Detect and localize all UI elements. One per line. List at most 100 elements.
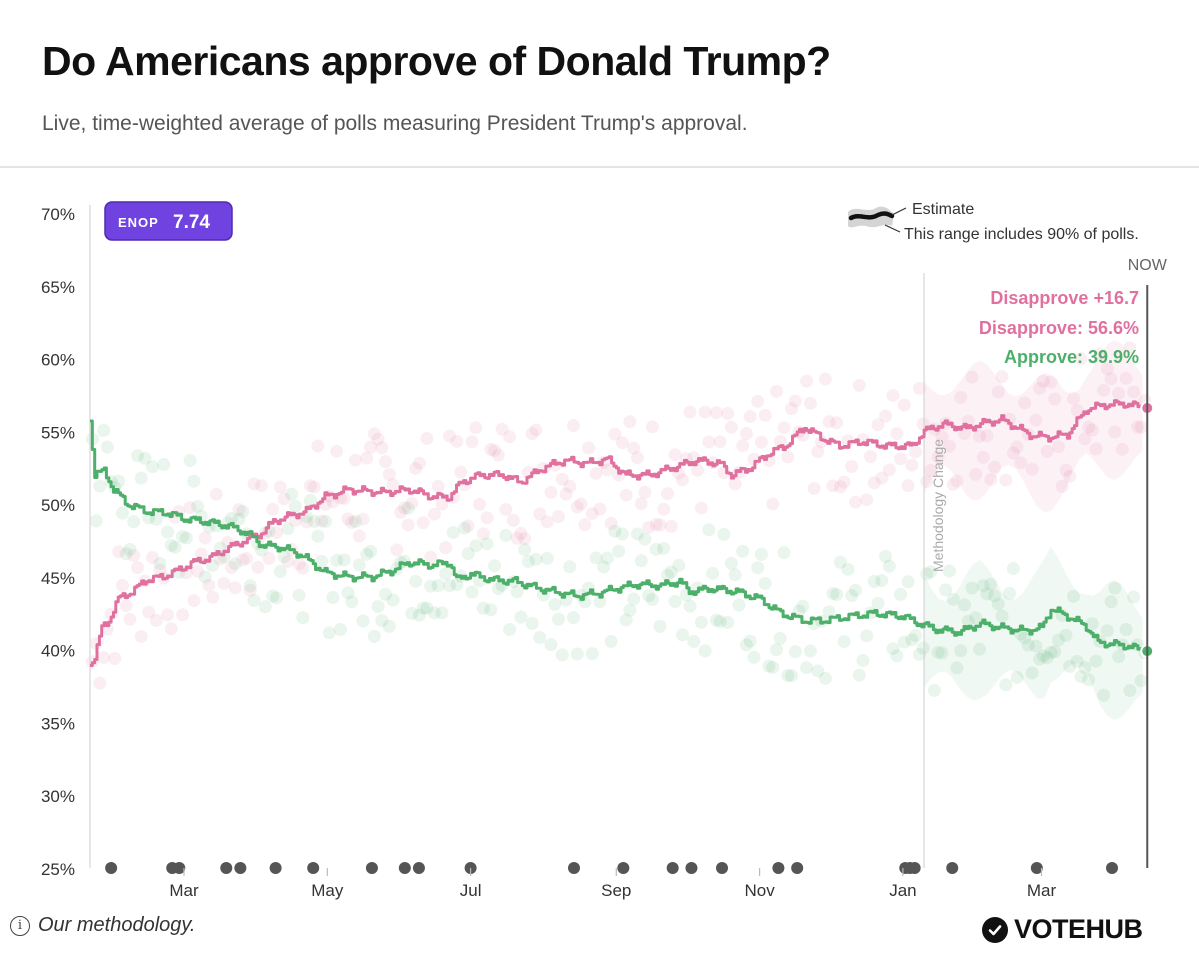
poll-dot (668, 448, 682, 462)
poll-dot (886, 642, 900, 656)
poll-dot (1066, 391, 1080, 405)
poll-dot (1048, 392, 1062, 406)
poll-dot (375, 614, 389, 628)
poll-dot (427, 507, 441, 521)
event-marker[interactable] (685, 862, 698, 874)
poll-dot (1108, 581, 1122, 595)
poll-dot (909, 629, 923, 643)
poll-dot (386, 478, 400, 492)
event-marker[interactable] (791, 862, 804, 874)
poll-dot (683, 599, 697, 613)
poll-dot (950, 661, 964, 675)
poll-dot (352, 558, 366, 572)
poll-dot (176, 530, 190, 544)
event-marker[interactable] (908, 862, 921, 874)
event-marker[interactable] (617, 862, 630, 874)
poll-dot (183, 501, 197, 515)
poll-dot (886, 388, 900, 402)
poll-dot (653, 518, 667, 532)
event-marker[interactable] (716, 862, 729, 874)
enop-value: 7.74 (173, 212, 210, 233)
poll-dot (130, 561, 144, 575)
event-marker[interactable] (1030, 862, 1043, 874)
poll-dot (134, 471, 148, 485)
poll-dot (957, 598, 971, 612)
poll-dot (965, 581, 979, 595)
event-marker[interactable] (946, 862, 959, 874)
poll-dot (307, 480, 321, 494)
event-marker[interactable] (220, 862, 233, 874)
poll-dot (315, 554, 329, 568)
poll-dot (980, 429, 994, 443)
y-tick-label: 25% (41, 860, 75, 879)
poll-dot (796, 599, 810, 613)
poll-dot (1040, 651, 1054, 665)
poll-dot (142, 605, 156, 619)
poll-dot (1112, 650, 1126, 664)
poll-dot (645, 593, 659, 607)
poll-dot (273, 480, 287, 494)
poll-dot (713, 615, 727, 629)
event-marker[interactable] (365, 862, 378, 874)
event-marker[interactable] (398, 862, 411, 874)
disapprove-line (90, 399, 1149, 667)
poll-dot (1021, 638, 1035, 652)
poll-dot (100, 440, 114, 454)
poll-dot (803, 644, 817, 658)
poll-dot (1070, 655, 1084, 669)
event-marker[interactable] (173, 862, 186, 874)
event-marker[interactable] (269, 862, 282, 874)
event-marker[interactable] (412, 862, 425, 874)
poll-dot (1100, 362, 1114, 376)
poll-dot (514, 526, 528, 540)
poll-dot (1003, 412, 1017, 426)
event-marker[interactable] (567, 862, 580, 874)
poll-dot (367, 427, 381, 441)
poll-dot (442, 429, 456, 443)
poll-dot (1051, 633, 1065, 647)
poll-dot (1100, 624, 1114, 638)
poll-dot (1044, 375, 1058, 389)
poll-dot (649, 517, 663, 531)
poll-dot (660, 487, 674, 501)
event-marker[interactable] (105, 862, 118, 874)
poll-dot (288, 499, 302, 513)
event-marker[interactable] (307, 862, 320, 874)
poll-dot (401, 501, 415, 515)
poll-dot (1085, 617, 1099, 631)
poll-dot (270, 591, 284, 605)
poll-dot (356, 614, 370, 628)
event-marker[interactable] (772, 862, 785, 874)
poll-dot (503, 430, 517, 444)
poll-dot (961, 614, 975, 628)
poll-dot (187, 474, 201, 488)
poll-dot (424, 550, 438, 564)
poll-dot (698, 405, 712, 419)
poll-dot (371, 600, 385, 614)
poll-dot (800, 661, 814, 675)
event-marker[interactable] (234, 862, 247, 874)
poll-dot (130, 449, 144, 463)
event-marker[interactable] (1106, 862, 1119, 874)
poll-dot (469, 421, 483, 435)
poll-dot (736, 544, 750, 558)
poll-dot (826, 587, 840, 601)
poll-dot (1123, 684, 1137, 698)
poll-dot (258, 600, 272, 614)
poll-dot (540, 551, 554, 565)
poll-dot (1104, 595, 1118, 609)
poll-dot (533, 507, 547, 521)
poll-dot (108, 652, 122, 666)
methodology-link[interactable]: i Our methodology. (10, 914, 196, 937)
poll-dot (115, 506, 129, 520)
poll-dot (676, 473, 690, 487)
poll-dot (1093, 347, 1107, 361)
poll-dot (946, 592, 960, 606)
poll-dot (999, 473, 1013, 487)
poll-dot (1063, 469, 1077, 483)
poll-dot (1055, 479, 1069, 493)
event-marker[interactable] (666, 862, 679, 874)
poll-dot (593, 502, 607, 516)
poll-dot (1059, 628, 1073, 642)
poll-dot (627, 441, 641, 455)
